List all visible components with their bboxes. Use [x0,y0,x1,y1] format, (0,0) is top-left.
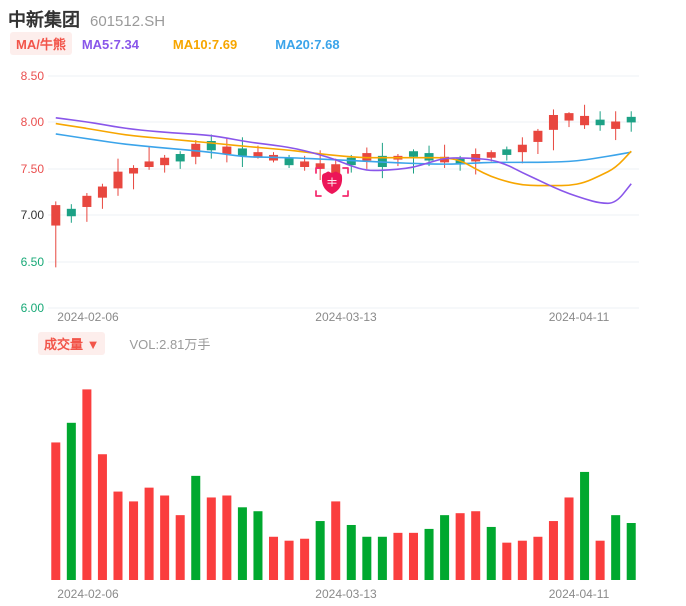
svg-text:2024-03-13: 2024-03-13 [315,310,377,324]
svg-text:8.00: 8.00 [21,115,45,129]
svg-text:6.00: 6.00 [21,301,45,315]
svg-text:2024-03-13: 2024-03-13 [315,587,377,601]
svg-text:2024-02-06: 2024-02-06 [57,310,119,324]
svg-text:7.00: 7.00 [21,208,45,222]
svg-text:2024-02-06: 2024-02-06 [57,587,119,601]
svg-text:7.50: 7.50 [21,162,45,176]
svg-text:2024-04-11: 2024-04-11 [549,310,610,324]
svg-text:8.50: 8.50 [21,69,45,83]
svg-text:2024-04-11: 2024-04-11 [549,587,610,601]
svg-text:6.50: 6.50 [21,255,45,269]
